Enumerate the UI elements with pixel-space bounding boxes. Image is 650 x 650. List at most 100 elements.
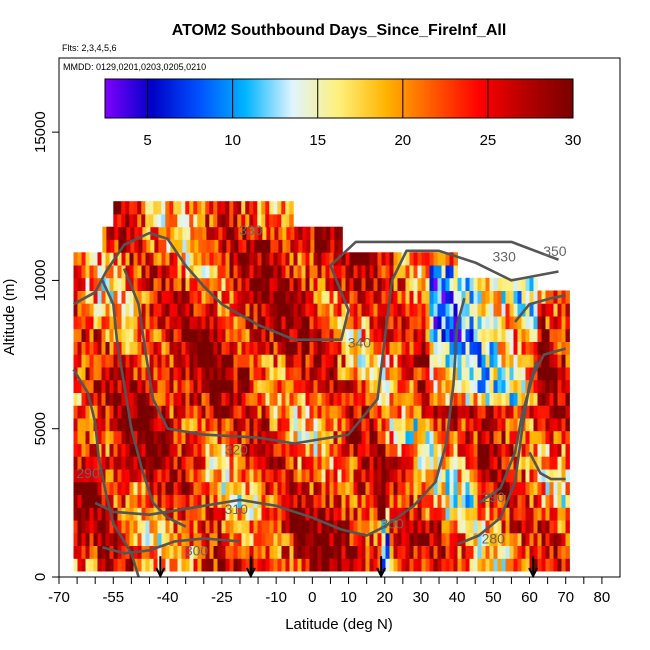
heatmap-cell xyxy=(273,277,278,291)
heatmap-cell xyxy=(89,341,94,355)
heatmap-cell xyxy=(173,201,178,215)
heatmap-cell xyxy=(177,443,182,457)
heatmap-cell xyxy=(181,494,186,508)
heatmap-cell xyxy=(265,418,270,432)
heatmap-cell xyxy=(181,303,186,317)
heatmap-cell xyxy=(229,532,234,546)
heatmap-cell xyxy=(501,405,506,419)
heatmap-cell xyxy=(297,545,302,559)
heatmap-cell xyxy=(529,456,534,470)
heatmap-cell xyxy=(457,545,462,559)
heatmap-cell xyxy=(485,392,490,406)
heatmap-cell xyxy=(261,443,266,457)
heatmap-cell xyxy=(445,265,450,279)
heatmap-cell xyxy=(269,430,274,444)
heatmap-cell xyxy=(265,507,270,521)
heatmap-cell xyxy=(145,214,150,228)
heatmap-cell xyxy=(125,328,130,342)
heatmap-cell xyxy=(89,316,94,330)
heatmap-cell xyxy=(517,469,522,483)
heatmap-cell xyxy=(537,418,542,432)
heatmap-cell xyxy=(113,201,118,215)
heatmap-cell xyxy=(333,328,338,342)
heatmap-cell xyxy=(149,418,154,432)
heatmap-cell xyxy=(165,469,170,483)
heatmap-cell xyxy=(137,277,142,291)
heatmap-cell xyxy=(266,239,271,253)
heatmap-cell xyxy=(541,494,546,508)
heatmap-cell xyxy=(417,532,422,546)
heatmap-cell xyxy=(145,545,150,559)
heatmap-cell xyxy=(341,277,346,291)
heatmap-cell xyxy=(269,265,274,279)
heatmap-cell xyxy=(517,303,522,317)
heatmap-cell xyxy=(249,443,254,457)
heatmap-cell xyxy=(461,520,466,534)
heatmap-cell xyxy=(194,239,199,253)
heatmap-cell xyxy=(109,328,114,342)
heatmap-cell xyxy=(437,392,442,406)
heatmap-cell xyxy=(365,328,370,342)
heatmap-cell xyxy=(413,341,418,355)
heatmap-cell xyxy=(381,367,386,381)
heatmap-cell xyxy=(549,316,554,330)
heatmap-cell xyxy=(145,265,150,279)
heatmap-cell xyxy=(226,239,231,253)
heatmap-cell xyxy=(225,545,230,559)
heatmap-cell xyxy=(205,481,210,495)
heatmap-cell xyxy=(437,277,442,291)
heatmap-cell xyxy=(417,252,422,266)
heatmap-cell xyxy=(101,443,106,457)
heatmap-cell xyxy=(429,277,434,291)
heatmap-cell xyxy=(157,214,162,228)
heatmap-cell xyxy=(126,239,131,253)
heatmap-cell xyxy=(489,316,494,330)
heatmap-cell xyxy=(477,354,482,368)
heatmap-cell xyxy=(113,507,118,521)
heatmap-cell xyxy=(293,532,298,546)
heatmap-cell xyxy=(294,239,299,253)
heatmap-cell xyxy=(345,277,350,291)
heatmap-cell xyxy=(489,494,494,508)
heatmap-cell xyxy=(289,201,294,215)
heatmap-cell xyxy=(122,226,127,240)
heatmap-cell xyxy=(389,443,394,457)
heatmap-cell xyxy=(393,290,398,304)
heatmap-cell xyxy=(233,367,238,381)
heatmap-cell xyxy=(193,520,198,534)
heatmap-cell xyxy=(381,469,386,483)
heatmap-cell xyxy=(357,494,362,508)
contour-label: 330 xyxy=(493,249,517,265)
heatmap-cell xyxy=(481,303,486,317)
heatmap-cell xyxy=(117,303,122,317)
heatmap-cell xyxy=(109,469,114,483)
heatmap-cell xyxy=(429,456,434,470)
contour-line xyxy=(72,231,559,341)
heatmap-cell xyxy=(421,405,426,419)
heatmap-cell xyxy=(533,532,538,546)
heatmap-cell xyxy=(545,558,550,572)
heatmap-cell xyxy=(457,469,462,483)
heatmap-cell xyxy=(293,379,298,393)
heatmap-cell xyxy=(317,392,322,406)
heatmap-cell xyxy=(245,341,250,355)
heatmap-cell xyxy=(229,214,234,228)
heatmap-cell xyxy=(365,379,370,393)
heatmap-cell xyxy=(209,290,214,304)
heatmap-cell xyxy=(197,354,202,368)
heatmap-cell xyxy=(230,239,235,253)
heatmap-cell xyxy=(325,367,330,381)
heatmap-cell xyxy=(369,303,374,317)
heatmap-cell xyxy=(313,545,318,559)
heatmap-cell xyxy=(441,545,446,559)
heatmap-cell xyxy=(201,507,206,521)
heatmap-cell xyxy=(489,558,494,572)
heatmap-cell xyxy=(289,456,294,470)
heatmap-cell xyxy=(481,379,486,393)
heatmap-cell xyxy=(349,418,354,432)
heatmap-cell xyxy=(193,494,198,508)
heatmap-cell xyxy=(445,545,450,559)
heatmap-cell xyxy=(341,481,346,495)
heatmap-cell xyxy=(297,481,302,495)
heatmap-cell xyxy=(133,367,138,381)
